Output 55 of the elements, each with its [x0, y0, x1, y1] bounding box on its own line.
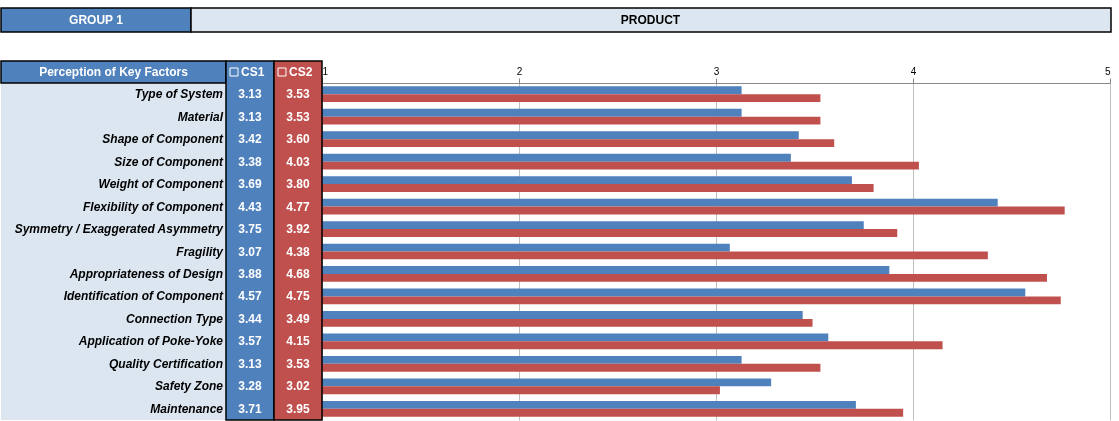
x-tick-label: 4 — [910, 65, 917, 77]
legend-label: CS2 — [289, 65, 313, 79]
data-label: 3.44 — [238, 311, 262, 326]
y-tick-label: Safety Zone — [154, 379, 224, 394]
legend-label: CS1 — [241, 65, 265, 79]
data-label: 3.13 — [238, 356, 262, 371]
y-tick-label: Appropriateness of Design — [68, 266, 223, 281]
y-tick-label: Shape of Component — [102, 132, 224, 147]
data-label: 3.60 — [286, 132, 310, 147]
data-label: 4.57 — [238, 289, 262, 304]
data-label: 4.43 — [238, 199, 262, 214]
chart-title: PRODUCT — [620, 13, 681, 27]
x-tick-label: 3 — [713, 65, 720, 77]
y-tick-label: Connection Type — [126, 311, 224, 326]
data-label: 4.03 — [286, 154, 310, 169]
data-label: 3.75 — [238, 222, 262, 237]
y-tick-label: Size of Component — [114, 154, 224, 169]
data-label: 3.57 — [238, 334, 262, 349]
y-axis-title: Perception of Key Factors — [39, 65, 189, 79]
data-label: 3.13 — [238, 109, 262, 124]
data-label: 3.95 — [286, 401, 310, 416]
data-label: 3.69 — [238, 177, 262, 192]
data-label: 3.88 — [238, 266, 262, 281]
y-tick-label: Weight of Component — [98, 177, 224, 192]
data-label: 3.13 — [238, 87, 262, 102]
x-tick-label: 5 — [1104, 65, 1111, 77]
data-label: 4.77 — [286, 199, 310, 214]
data-label: 4.15 — [286, 334, 310, 349]
data-label: 3.38 — [238, 154, 262, 169]
data-label: 3.07 — [238, 244, 262, 259]
y-tick-label: Fragility — [176, 244, 225, 259]
data-label: 3.80 — [286, 177, 310, 192]
data-label: 3.53 — [286, 87, 310, 102]
y-tick-label: Flexibility of Component — [83, 199, 224, 214]
data-label: 3.02 — [286, 379, 310, 394]
y-tick-label: Symmetry / Exaggerated Asymmetry — [14, 222, 225, 237]
y-tick-label: Quality Certification — [108, 356, 223, 371]
data-label: 3.28 — [238, 379, 262, 394]
x-tick-label: 2 — [516, 65, 523, 77]
y-tick-label: Maintenance — [150, 401, 224, 416]
data-label: 3.53 — [286, 356, 310, 371]
text: GROUP 1 — [69, 13, 124, 27]
x-tick-label: 1 — [322, 65, 329, 77]
data-label: 3.92 — [286, 222, 310, 237]
data-label: 3.53 — [286, 109, 310, 124]
y-tick-label: Type of System — [134, 87, 224, 102]
y-tick-label: Material — [177, 109, 224, 124]
y-tick-label: Identification of Component — [63, 289, 224, 304]
data-label: 4.38 — [286, 244, 310, 259]
y-tick-label: Application of Poke-Yoke — [77, 334, 224, 349]
data-label: 4.68 — [286, 266, 310, 281]
data-label: 3.49 — [286, 311, 310, 326]
data-label: 4.75 — [286, 289, 310, 304]
data-label: 3.42 — [238, 132, 262, 147]
data-label: 3.71 — [238, 401, 262, 416]
